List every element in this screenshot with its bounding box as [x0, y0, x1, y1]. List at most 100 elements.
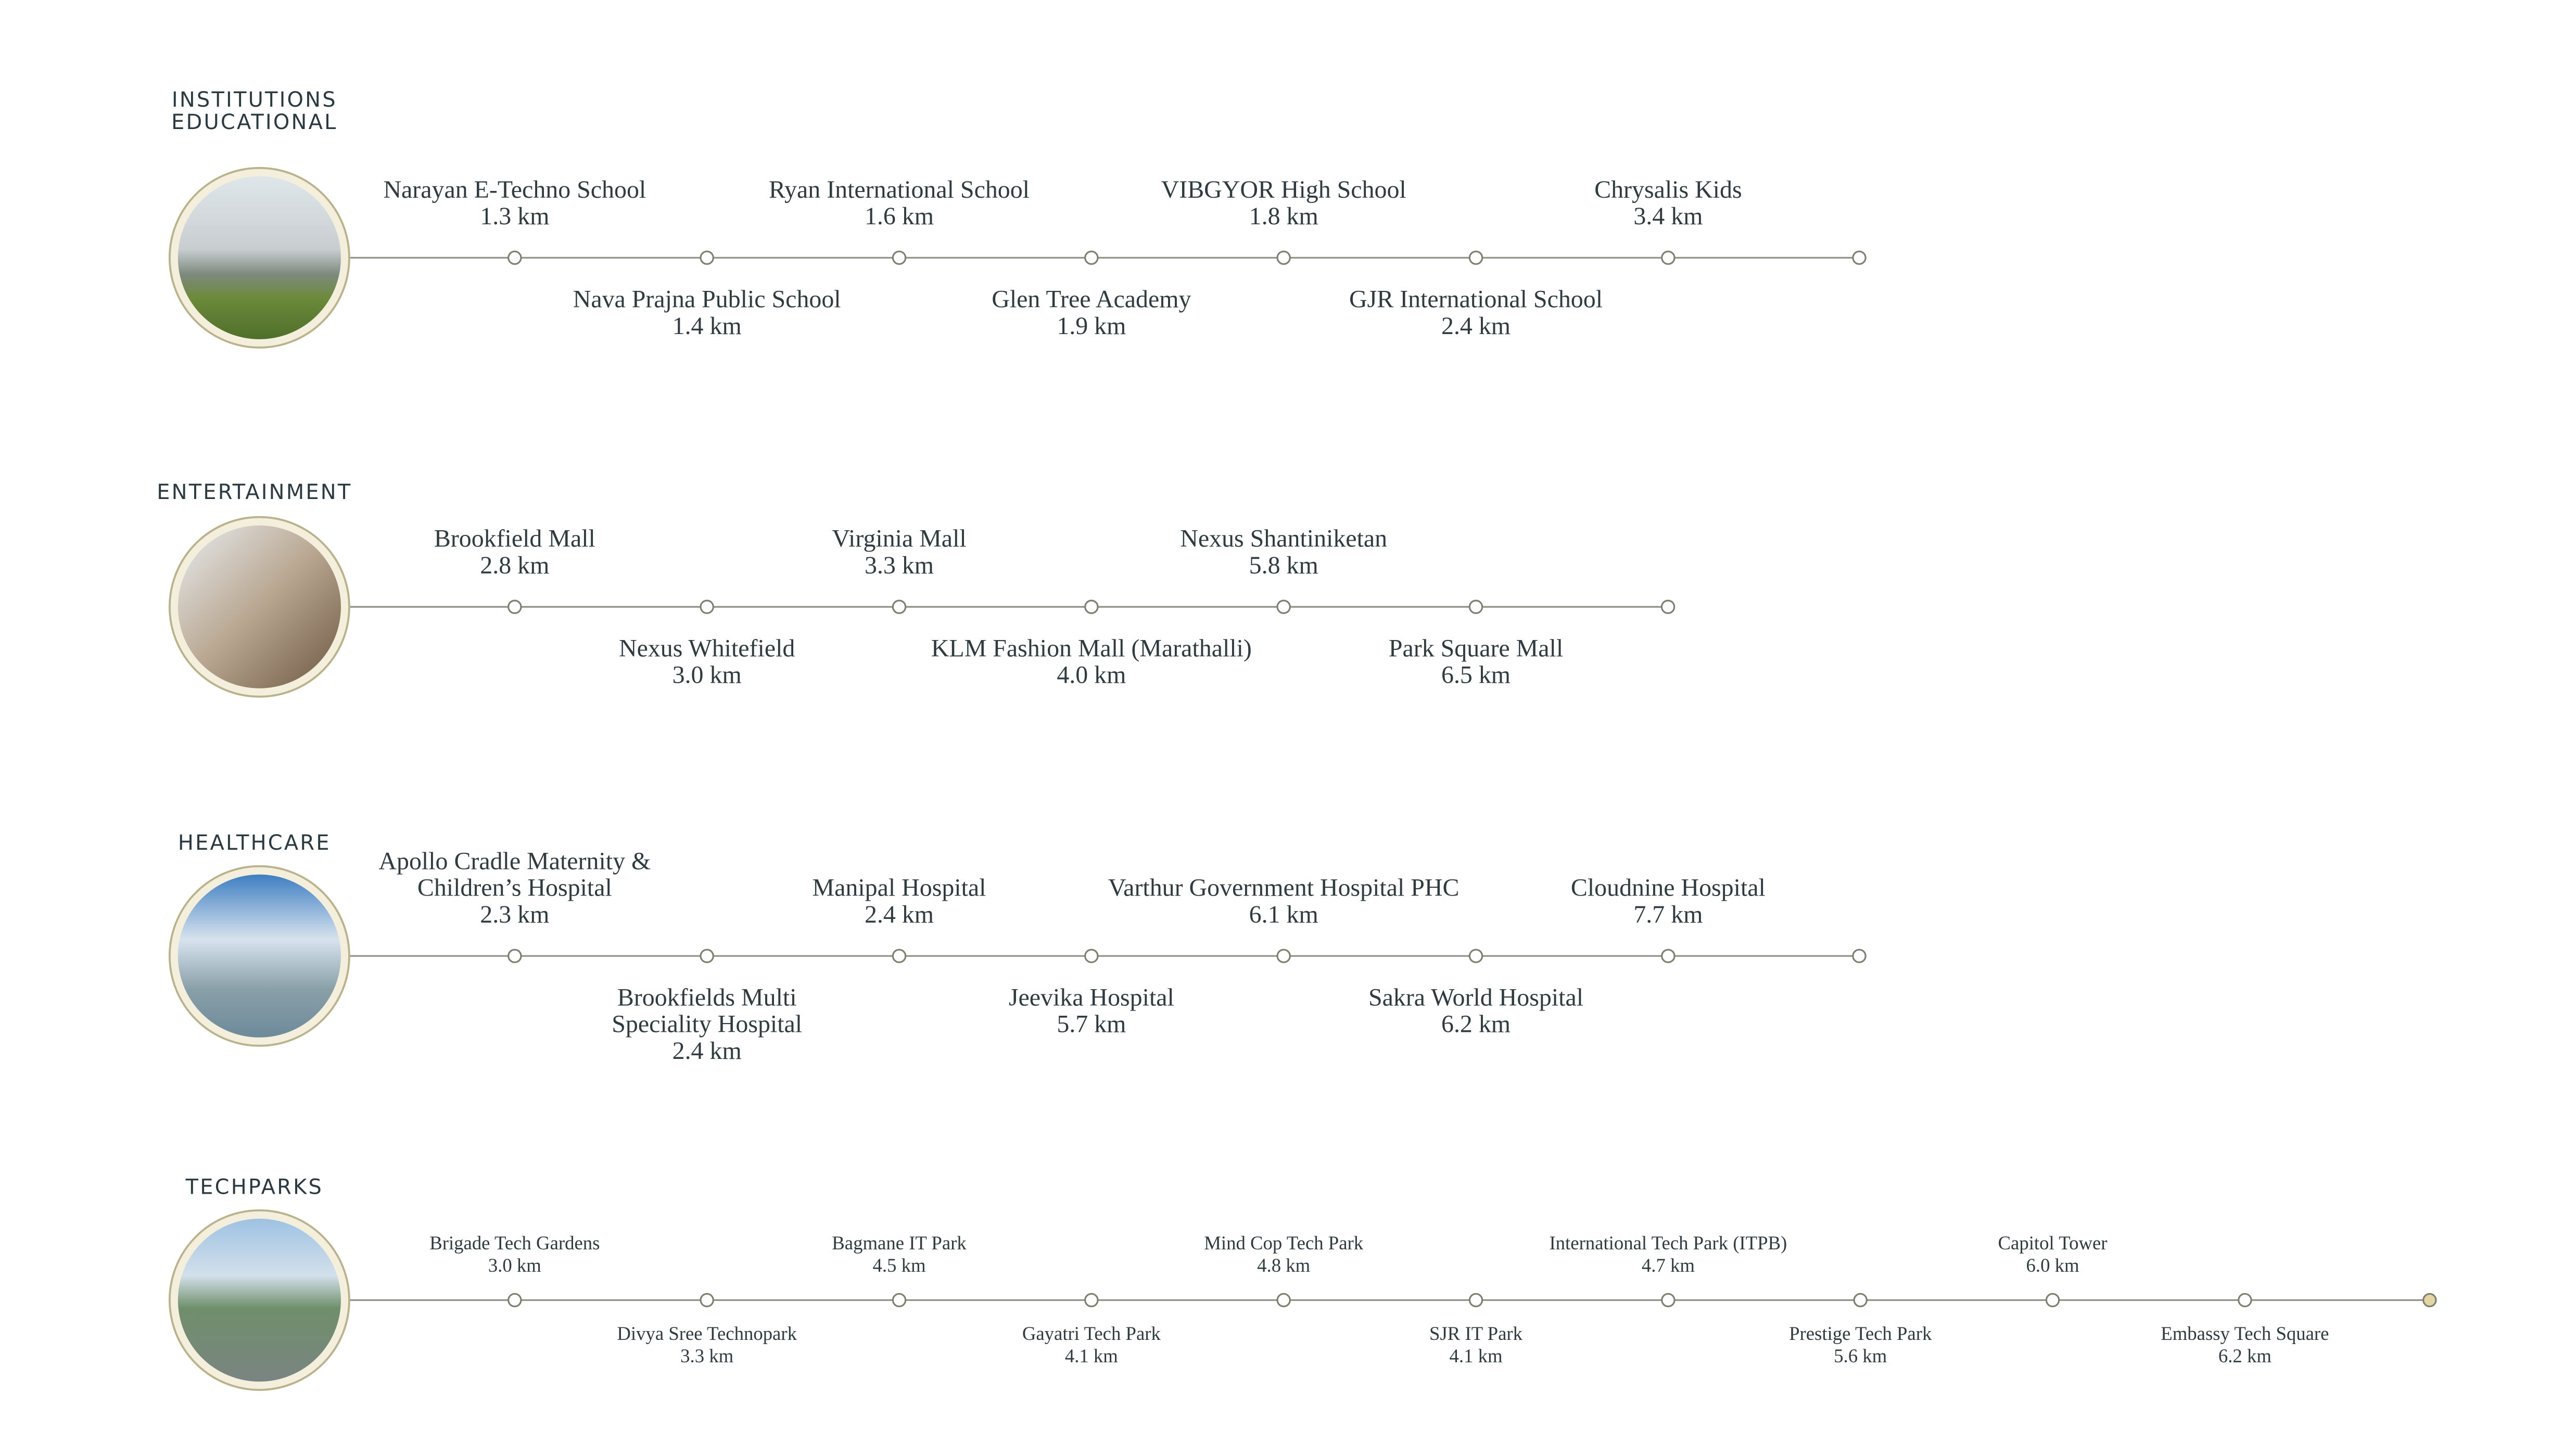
distance: 4.0 km	[1057, 661, 1126, 689]
node	[507, 1293, 522, 1308]
place-name: Prestige Tech Park	[1789, 1323, 1932, 1344]
distance: 6.1 km	[1249, 901, 1318, 928]
distance: 3.0 km	[488, 1255, 541, 1276]
place-name: Gayatri Tech Park	[1022, 1323, 1161, 1344]
photo	[177, 525, 341, 688]
node	[1084, 599, 1099, 614]
distance: 5.6 km	[1834, 1345, 1887, 1366]
distance: 5.7 km	[1057, 1011, 1126, 1038]
node	[1468, 949, 1483, 963]
distance: 1.9 km	[1057, 312, 1126, 340]
place-name: International Tech Park (ITPB)	[1549, 1232, 1787, 1254]
node	[1084, 1293, 1099, 1308]
place-name: SJR IT Park	[1429, 1323, 1523, 1344]
node	[507, 949, 522, 963]
place-name: GJR International School	[1349, 286, 1603, 313]
distance: 3.0 km	[672, 661, 742, 689]
place-name: Embassy Tech Square	[2161, 1323, 2329, 1344]
distance: 7.7 km	[1633, 901, 1703, 928]
distance: 6.2 km	[2218, 1345, 2272, 1366]
node	[700, 1293, 714, 1308]
place-name: Mind Cop Tech Park	[1204, 1232, 1364, 1254]
distance: 1.3 km	[480, 202, 549, 230]
node	[507, 250, 522, 265]
distance: 6.0 km	[2026, 1255, 2079, 1276]
place-name: Glen Tree Academy	[992, 286, 1191, 313]
distance: 6.2 km	[1441, 1011, 1511, 1038]
distance: 2.4 km	[672, 1037, 742, 1065]
end-node	[1852, 250, 1867, 265]
node	[1276, 250, 1291, 265]
distance: 5.8 km	[1249, 552, 1318, 579]
section-title: HEALTHCARE	[178, 831, 331, 855]
place-name: Chrysalis Kids	[1594, 176, 1742, 203]
section-title: TECHPARKS	[185, 1175, 323, 1199]
node	[1468, 599, 1483, 614]
place-name: Nexus Shantiniketan	[1180, 525, 1387, 553]
distance: 2.3 km	[480, 901, 549, 928]
node	[2238, 1293, 2252, 1308]
place-name: Apollo Cradle Maternity &	[378, 848, 651, 875]
place-name: Cloudnine Hospital	[1571, 874, 1766, 902]
distance: 4.7 km	[1642, 1255, 1695, 1276]
place-name: Sakra World Hospital	[1368, 984, 1583, 1012]
end-node	[1660, 599, 1676, 614]
place-name: Speciality Hospital	[612, 1011, 802, 1038]
node	[700, 250, 714, 265]
distance: 4.1 km	[1450, 1345, 1503, 1366]
place-name: Varthur Government Hospital PHC	[1108, 874, 1460, 902]
node	[2045, 1293, 2060, 1308]
node	[892, 1293, 907, 1308]
place-name: Divya Sree Technopark	[617, 1323, 797, 1344]
place-name: Manipal Hospital	[813, 874, 986, 902]
node	[700, 949, 714, 963]
place-name: Children’s Hospital	[417, 874, 612, 902]
distance: 3.3 km	[865, 552, 934, 579]
place-name: Park Square Mall	[1389, 635, 1563, 662]
distance: 1.6 km	[865, 202, 934, 230]
distance: 2.4 km	[1441, 312, 1511, 340]
node	[892, 599, 907, 614]
node	[1661, 1293, 1676, 1308]
end-node	[2422, 1293, 2437, 1308]
node	[507, 599, 522, 614]
node	[892, 949, 907, 963]
distance: 4.5 km	[872, 1255, 925, 1276]
place-name: Brigade Tech Gardens	[429, 1232, 600, 1254]
node	[1276, 599, 1291, 614]
distance: 6.5 km	[1441, 661, 1511, 689]
section-title: EDUCATIONAL	[171, 110, 337, 134]
photo	[177, 1218, 341, 1382]
node	[1468, 1293, 1483, 1308]
distance: 2.8 km	[480, 552, 549, 579]
place-name: Ryan International School	[769, 176, 1030, 203]
photo	[177, 874, 341, 1038]
node	[1661, 250, 1676, 265]
node	[1276, 1293, 1291, 1308]
place-name: Brookfields Multi	[617, 984, 797, 1012]
node	[1468, 250, 1483, 265]
place-name: Narayan E-Techno School	[383, 176, 646, 203]
place-name: Jeevika Hospital	[1009, 984, 1174, 1012]
node	[892, 250, 907, 265]
distance: 4.1 km	[1065, 1345, 1118, 1366]
place-name: Bagmane IT Park	[832, 1232, 967, 1254]
place-name: Nava Prajna Public School	[573, 286, 841, 313]
node	[1084, 949, 1099, 963]
end-node	[1852, 949, 1867, 963]
distance: 1.4 km	[672, 312, 742, 340]
distance: 3.4 km	[1633, 202, 1703, 230]
place-name: Nexus Whitefield	[619, 635, 795, 662]
distance: 4.8 km	[1257, 1255, 1310, 1276]
section-title: ENTERTAINMENT	[157, 480, 352, 504]
distance: 3.3 km	[680, 1345, 733, 1366]
place-name: KLM Fashion Mall (Marathalli)	[931, 635, 1252, 662]
place-name: Brookfield Mall	[434, 525, 595, 553]
place-name: Virginia Mall	[832, 525, 966, 553]
node	[1276, 949, 1291, 963]
node	[700, 599, 714, 614]
photo	[177, 176, 341, 339]
section-title: INSTITUTIONS	[172, 88, 337, 112]
node	[1084, 250, 1099, 265]
